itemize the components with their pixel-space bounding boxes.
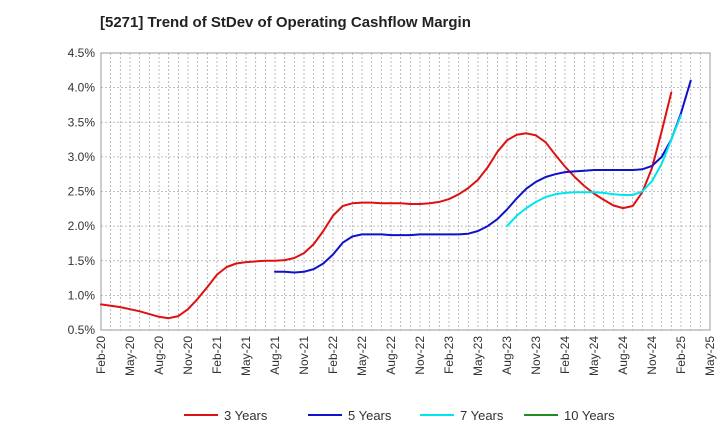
x-tick-label: Feb-25 — [674, 336, 688, 374]
x-tick-label: Feb-22 — [326, 336, 340, 374]
x-tick-label: May-25 — [703, 336, 717, 376]
x-tick-label: Feb-23 — [442, 336, 456, 374]
x-tick-label: Nov-23 — [529, 336, 543, 375]
x-tick-label: Aug-21 — [268, 336, 282, 375]
series-line-5-years — [274, 79, 692, 274]
y-axis-ticks: 0.5% 1.0% 1.5% 2.0% 2.5% 3.0% 3.5% 4.0% 4.5% — [68, 46, 96, 337]
series-lines — [100, 79, 692, 320]
legend-label: 5 Years — [348, 408, 392, 423]
legend-label: 7 Years — [460, 408, 504, 423]
x-tick-label: Aug-20 — [152, 336, 166, 375]
series-line-3-years — [100, 91, 673, 320]
x-tick-label: Feb-20 — [94, 336, 108, 374]
x-tick-label: Nov-22 — [413, 336, 427, 375]
y-tick-label: 4.5% — [68, 46, 96, 60]
plot-frame — [100, 52, 711, 331]
y-tick-label: 1.5% — [68, 254, 96, 268]
legend-label: 10 Years — [564, 408, 615, 423]
x-axis-ticks: Feb-20 May-20 Aug-20 Nov-20 Feb-21 May-21 Aug-… — [94, 336, 717, 376]
legend-label: 3 Years — [224, 408, 268, 423]
y-tick-label: 4.0% — [68, 81, 96, 95]
chart-title: [5271] Trend of StDev of Operating Cashf… — [100, 14, 471, 31]
x-tick-label: Feb-24 — [558, 336, 572, 374]
series-line-7-years — [506, 114, 682, 228]
legend: 3 Years 5 Years 7 Years 10 Years — [184, 408, 615, 423]
horizontal-grid — [101, 87, 710, 296]
x-tick-label: Feb-21 — [210, 336, 224, 374]
y-tick-label: 2.0% — [68, 219, 96, 233]
y-tick-label: 3.5% — [68, 115, 96, 129]
x-tick-label: May-24 — [587, 336, 601, 376]
x-tick-label: Nov-24 — [645, 336, 659, 375]
x-tick-label: May-21 — [239, 336, 253, 376]
x-tick-label: May-22 — [355, 336, 369, 376]
x-tick-label: Nov-21 — [297, 336, 311, 375]
y-tick-label: 2.5% — [68, 185, 96, 199]
y-tick-label: 0.5% — [68, 323, 96, 337]
x-tick-label: Aug-23 — [500, 336, 514, 375]
x-tick-label: Nov-20 — [181, 336, 195, 375]
y-tick-label: 3.0% — [68, 150, 96, 164]
y-tick-label: 1.0% — [68, 288, 96, 302]
x-tick-label: May-23 — [471, 336, 485, 376]
x-tick-label: Aug-22 — [384, 336, 398, 375]
x-tick-label: Aug-24 — [616, 336, 630, 375]
x-tick-label: May-20 — [123, 336, 137, 376]
